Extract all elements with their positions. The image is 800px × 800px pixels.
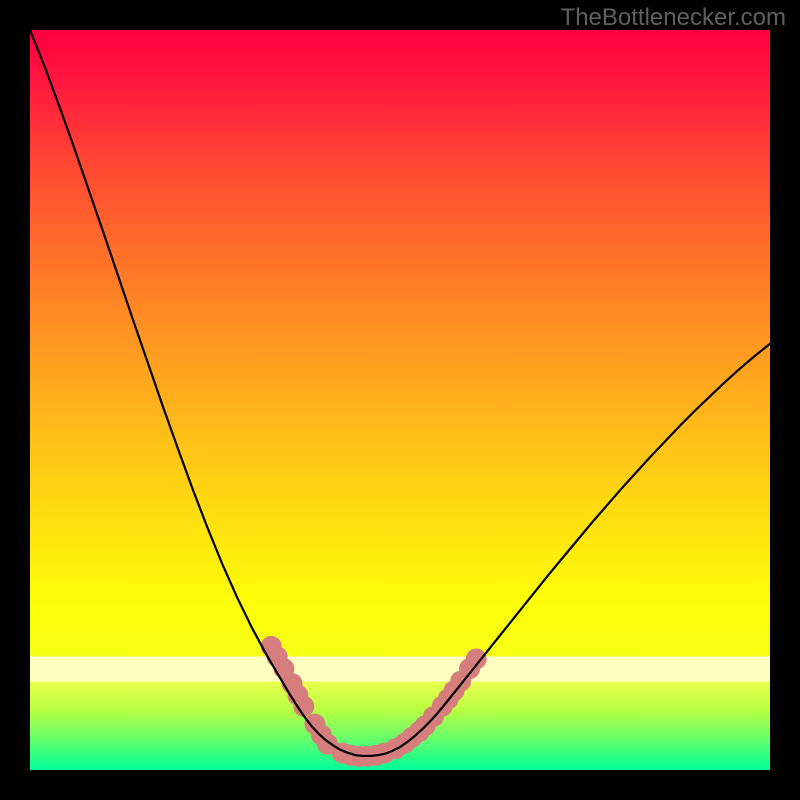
plot-gradient-background	[30, 30, 770, 770]
watermark-text: TheBottlenecker.com	[561, 4, 786, 32]
bottleneck-chart	[0, 0, 800, 800]
